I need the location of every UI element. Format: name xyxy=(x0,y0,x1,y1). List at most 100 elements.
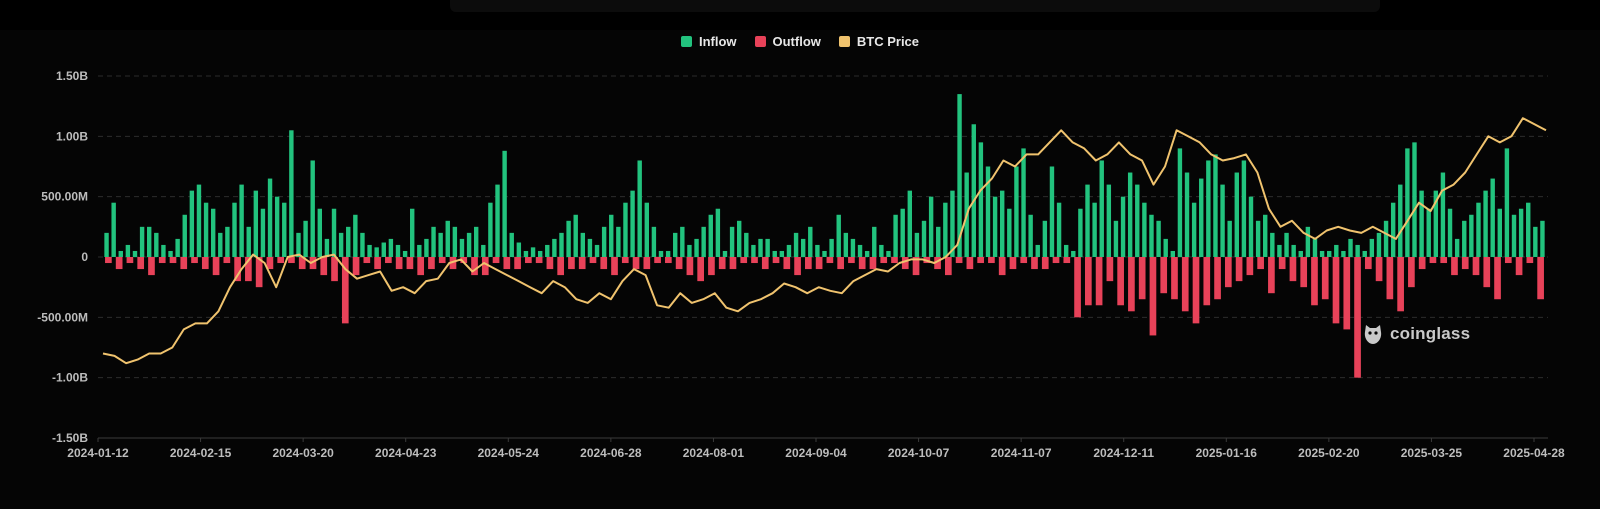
outflow-bar xyxy=(503,257,511,270)
inflow-bar xyxy=(147,226,152,257)
x-tick-label: 2025-01-16 xyxy=(1196,446,1258,460)
watermark: coinglass xyxy=(1362,322,1470,346)
outflow-bar xyxy=(826,257,834,264)
outflow-bar xyxy=(255,257,263,288)
outflow-bar xyxy=(568,257,575,270)
inflow-bar xyxy=(1419,190,1424,257)
outflow-bar xyxy=(191,257,198,264)
inflow-bar xyxy=(1263,214,1268,257)
inflow-bar xyxy=(921,220,927,257)
inflow-bar xyxy=(836,214,841,257)
outflow-bar xyxy=(245,257,252,282)
outflow-bar xyxy=(1278,257,1286,270)
inflow-bar xyxy=(566,220,571,257)
inflow-bar xyxy=(658,250,664,257)
legend-label-btc-price: BTC Price xyxy=(856,34,920,49)
outflow-bar xyxy=(126,257,134,264)
outflow-bar xyxy=(1063,257,1071,264)
outflow-bar xyxy=(1181,257,1189,312)
outflow-bar xyxy=(1020,257,1028,264)
legend-item-inflow[interactable]: Inflow xyxy=(680,34,737,49)
inflow-bar xyxy=(1028,214,1033,257)
legend-item-btc-price[interactable]: BTC Price xyxy=(838,34,920,49)
outflow-bar xyxy=(1461,257,1469,270)
outflow-bar xyxy=(1214,257,1221,300)
inflow-bar xyxy=(1440,172,1446,257)
legend-item-outflow[interactable]: Outflow xyxy=(754,34,821,49)
inflow-bar xyxy=(559,232,564,257)
inflow-bar xyxy=(1383,220,1389,257)
inflow-bar xyxy=(481,244,486,257)
outflow-bar xyxy=(998,257,1006,276)
inflow-bar xyxy=(779,250,785,257)
outflow-bar xyxy=(740,257,748,264)
inflow-bar xyxy=(239,184,244,257)
inflow-bar xyxy=(523,250,529,257)
outflow-bar xyxy=(115,257,123,270)
outflow-bar xyxy=(837,257,844,270)
watermark-text: coinglass xyxy=(1390,324,1471,343)
outflow-bar xyxy=(815,257,823,270)
inflow-bar xyxy=(736,220,742,257)
outflow-bar xyxy=(460,257,468,264)
inflow-bar xyxy=(864,250,870,257)
inflow-bar xyxy=(395,244,401,257)
x-tick-label: 2024-11-07 xyxy=(991,446,1052,460)
inflow-bar xyxy=(317,208,323,257)
x-tick-label: 2025-02-20 xyxy=(1298,446,1360,460)
inflow-bar xyxy=(1149,214,1154,257)
x-tick-label: 2024-02-15 xyxy=(170,446,232,460)
inflow-bar xyxy=(445,220,450,257)
outflow-bar xyxy=(589,257,597,264)
inflow-bar xyxy=(1454,238,1460,257)
inflow-bar xyxy=(431,226,436,257)
outflow-bar xyxy=(1041,257,1049,270)
inflow-bar xyxy=(303,220,308,257)
inflow-bar xyxy=(1518,208,1524,257)
inflow-bar xyxy=(857,244,863,257)
outflow-bar xyxy=(1117,257,1124,306)
outflow-bar xyxy=(341,257,349,324)
inflow-bar xyxy=(338,232,344,257)
outflow-bar xyxy=(1128,257,1135,312)
outflow-bar xyxy=(1429,257,1437,264)
inflow-bar xyxy=(1142,202,1147,257)
bars xyxy=(104,94,1545,378)
outflow-bar xyxy=(1526,257,1534,264)
outflow-bar xyxy=(600,257,608,270)
outflow-bar xyxy=(201,257,209,270)
outflow-bar xyxy=(665,257,672,264)
legend-label-inflow: Inflow xyxy=(698,34,737,49)
x-tick-label: 2024-06-28 xyxy=(580,446,642,460)
inflow-bar xyxy=(260,208,266,257)
inflow-bar xyxy=(715,208,721,257)
inflow-bar xyxy=(1184,172,1190,257)
outflow-bar xyxy=(352,257,360,276)
outflow-bar xyxy=(1483,257,1491,288)
outflow-bar xyxy=(1074,257,1081,318)
inflow-bar xyxy=(1163,238,1168,257)
inflow-bar xyxy=(630,190,635,257)
outflow-bar xyxy=(966,257,974,270)
inflow-bar xyxy=(1085,184,1090,257)
inflow-bar xyxy=(1426,208,1431,257)
outflow-bar xyxy=(169,257,177,264)
outflow-bar xyxy=(675,257,683,270)
inflow-bar xyxy=(473,226,479,257)
y-tick-label: -500.00M xyxy=(37,310,88,324)
outflow-bar xyxy=(105,257,112,264)
inflow-bar xyxy=(1113,220,1119,257)
inflow-bar xyxy=(139,226,145,257)
outflow-bar xyxy=(1203,257,1211,306)
inflow-bar xyxy=(1526,202,1531,257)
inflow-bar xyxy=(1255,220,1261,257)
inflow-bar xyxy=(587,238,593,257)
legend-swatch-inflow xyxy=(680,36,692,47)
outflow-bar xyxy=(1332,257,1340,324)
outflow-bar xyxy=(535,257,543,264)
y-tick-label: -1.00B xyxy=(52,371,88,385)
inflow-bar xyxy=(267,178,273,257)
inflow-bar xyxy=(1504,148,1510,257)
legend-swatch-btc-price xyxy=(838,36,850,47)
inflow-bar xyxy=(729,226,735,257)
